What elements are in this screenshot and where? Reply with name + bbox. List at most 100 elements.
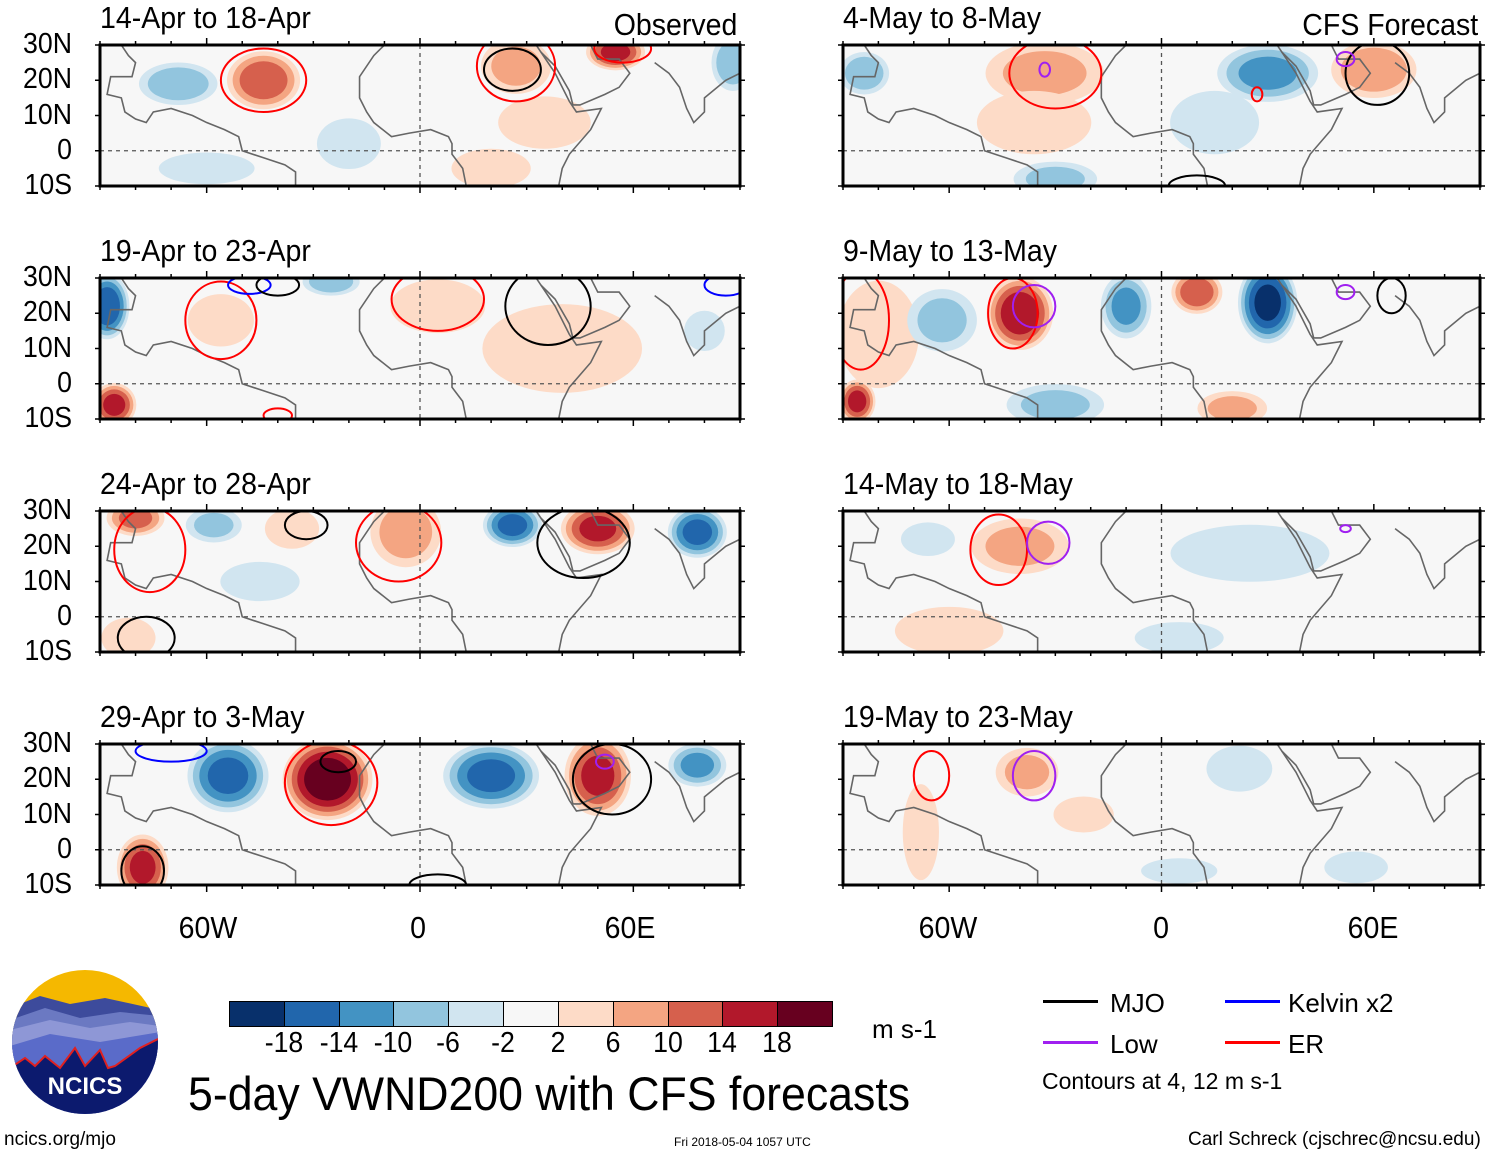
map-content bbox=[843, 278, 1480, 419]
panel-title-fcst-4: 19-May to 23-May bbox=[843, 699, 1073, 734]
coastline bbox=[100, 45, 297, 186]
anomaly-shading bbox=[843, 280, 919, 389]
y-tick-label: 0 bbox=[57, 133, 72, 166]
y-tick-label: 10N bbox=[23, 331, 72, 364]
anomaly-shading bbox=[451, 148, 531, 186]
map-panel-obs-4 bbox=[95, 737, 745, 892]
anomaly-shading bbox=[985, 526, 1055, 566]
legend-line-kelvin bbox=[1225, 1000, 1280, 1003]
contour-mjo bbox=[319, 750, 358, 774]
contour-low bbox=[1011, 750, 1057, 802]
x-tick-label-right-0: 0 bbox=[1153, 910, 1169, 945]
contour-kelvin-x2 bbox=[703, 278, 740, 297]
anomaly-shading bbox=[467, 759, 516, 793]
contour-mjo bbox=[255, 278, 301, 297]
colorbar-swatch bbox=[503, 1001, 559, 1027]
coastline bbox=[540, 45, 631, 106]
coastline bbox=[358, 278, 468, 419]
logo-text: NCICS bbox=[48, 1073, 123, 1100]
coastline bbox=[358, 511, 468, 652]
y-tick-label: 30N bbox=[23, 727, 72, 759]
anomaly-shading bbox=[158, 152, 255, 185]
colorbar-tick-label: 14 bbox=[707, 1027, 738, 1059]
colorbar-swatch bbox=[777, 1001, 833, 1027]
contour-mjo bbox=[1344, 45, 1411, 106]
chart-title: 5-day VWND200 with CFS forecasts bbox=[188, 1067, 911, 1120]
coastline bbox=[1394, 294, 1480, 357]
y-tick-label: 20N bbox=[23, 296, 72, 329]
x-tick-label-left-0: 0 bbox=[410, 910, 426, 945]
contour-er bbox=[355, 511, 443, 583]
legend-line-er bbox=[1225, 1041, 1280, 1044]
anomaly-shading bbox=[900, 522, 955, 556]
anomaly-shading bbox=[1004, 755, 1050, 790]
anomaly-shading bbox=[1170, 524, 1330, 582]
coastline bbox=[1126, 278, 1344, 419]
colorbar-tick-label: -18 bbox=[264, 1027, 304, 1059]
coastline bbox=[843, 744, 1039, 885]
anomaly-shading bbox=[1020, 390, 1090, 419]
map-content bbox=[843, 744, 1480, 885]
map-content bbox=[100, 278, 740, 419]
footer-author: Carl Schreck (cjschrec@ncsu.edu) bbox=[1188, 1129, 1481, 1150]
footer-url[interactable]: ncics.org/mjo bbox=[4, 1129, 116, 1150]
contour-low bbox=[1026, 520, 1071, 565]
coastline bbox=[654, 760, 740, 823]
anomaly-shading bbox=[482, 304, 643, 393]
y-tick-label: 10S bbox=[24, 635, 73, 667]
contour-er bbox=[843, 278, 890, 371]
coastline bbox=[540, 511, 631, 572]
colorbar-units: m s-1 bbox=[872, 1014, 937, 1044]
anomaly-shading bbox=[844, 56, 884, 90]
contour-mjo bbox=[116, 615, 176, 652]
legend-line-low bbox=[1043, 1041, 1098, 1044]
x-tick-label-right-60e: 60E bbox=[1347, 910, 1399, 945]
coastline bbox=[1100, 744, 1209, 885]
contour-kelvin-x2 bbox=[134, 744, 208, 763]
panel-title-obs-4: 29-Apr to 3-May bbox=[100, 699, 305, 734]
panel-title-obs-3: 24-Apr to 28-Apr bbox=[100, 466, 311, 501]
contour-er bbox=[262, 407, 293, 419]
coastline bbox=[1126, 744, 1344, 885]
anomaly-shading bbox=[497, 514, 528, 537]
panel-title-obs-1: 14-Apr to 18-Apr bbox=[100, 0, 311, 35]
anomaly-shading bbox=[1141, 858, 1218, 884]
anomaly-shading bbox=[379, 511, 433, 559]
anomaly-shading bbox=[304, 757, 352, 801]
coastline bbox=[1281, 45, 1372, 106]
contour-low bbox=[595, 753, 615, 770]
anomaly-shading bbox=[976, 90, 1092, 155]
contour-mjo bbox=[536, 511, 631, 579]
coastline bbox=[843, 278, 1039, 419]
coastline bbox=[1281, 511, 1372, 572]
map-panel-fcst-1 bbox=[838, 38, 1485, 193]
anomaly-shading bbox=[187, 294, 254, 347]
anomaly-shading bbox=[1180, 278, 1214, 307]
anomaly-shading bbox=[682, 519, 713, 545]
colorbar-tick-label: 6 bbox=[605, 1027, 621, 1059]
contour-mjo bbox=[283, 511, 329, 541]
contour-mjo bbox=[1376, 278, 1407, 315]
anomaly-shading bbox=[101, 617, 156, 652]
anomaly-shading bbox=[1324, 851, 1388, 884]
anomaly-shading bbox=[1254, 284, 1281, 321]
anomaly-shading bbox=[1238, 56, 1297, 90]
contour-er bbox=[1008, 45, 1103, 110]
y-tick-label: 10N bbox=[23, 797, 72, 830]
coastline bbox=[358, 744, 468, 885]
contour-low bbox=[1339, 524, 1352, 534]
contour-er bbox=[219, 47, 308, 113]
coastline bbox=[1126, 45, 1344, 186]
panel-title-obs-2: 19-Apr to 23-Apr bbox=[100, 233, 311, 268]
colorbar-swatch bbox=[283, 1001, 340, 1027]
map-panel-obs-1 bbox=[95, 38, 745, 193]
anomaly-shading bbox=[847, 390, 867, 413]
colorbar-tick-label: -14 bbox=[319, 1027, 358, 1059]
anomaly-shading bbox=[581, 755, 615, 796]
anomaly-shading bbox=[129, 850, 156, 884]
map-panel-fcst-3 bbox=[838, 504, 1485, 659]
anomaly-shading bbox=[147, 67, 209, 101]
map-content bbox=[100, 744, 740, 885]
anomaly-shading bbox=[390, 279, 486, 334]
map-panel-fcst-4 bbox=[838, 737, 1485, 892]
